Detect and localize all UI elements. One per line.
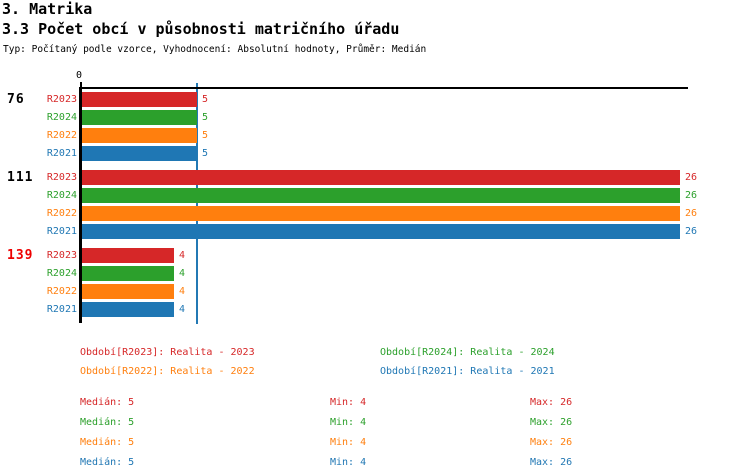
series-row-label-r2024: R2024 (46, 268, 77, 279)
median-line (196, 83, 198, 324)
bar-r2023-group-139 (82, 248, 174, 263)
x-axis-line (79, 87, 688, 89)
bar-r2023-group-111 (82, 170, 680, 185)
series-row-label-r2023: R2023 (46, 172, 77, 183)
bar-value-label: 5 (202, 148, 209, 159)
bar-value-label: 4 (179, 304, 186, 315)
bar-value-label: 26 (685, 190, 698, 201)
group-label-76: 76 (7, 92, 25, 107)
bar-value-label: 26 (685, 226, 698, 237)
series-row-label-r2022: R2022 (46, 130, 77, 141)
series-row-label-r2023: R2023 (46, 250, 77, 261)
bar-r2021-group-76 (82, 146, 197, 161)
legend-item-r2024: Období[R2024]: Realita - 2024 (380, 347, 555, 358)
group-label-139: 139 (7, 248, 34, 263)
stat-min: Min: 4 (330, 457, 367, 468)
stats-row-r2024: Medián: 5 Min: 4 Max: 26 (0, 417, 750, 431)
bar-value-label: 5 (202, 130, 209, 141)
bar-value-label: 5 (202, 94, 209, 105)
stat-max: Max: 26 (530, 397, 573, 408)
bar-value-label: 4 (179, 286, 186, 297)
series-row-label-r2022: R2022 (46, 286, 77, 297)
bar-value-label: 26 (685, 172, 698, 183)
bar-value-label: 5 (202, 112, 209, 123)
bar-r2021-group-111 (82, 224, 680, 239)
bar-r2023-group-76 (82, 92, 197, 107)
stat-min: Min: 4 (330, 417, 367, 428)
series-row-label-r2021: R2021 (46, 304, 77, 315)
chart-meta-line: Typ: Počítaný podle vzorce, Vyhodnocení:… (3, 44, 427, 55)
series-row-label-r2021: R2021 (46, 226, 77, 237)
stat-max: Max: 26 (530, 457, 573, 468)
bar-r2024-group-111 (82, 188, 680, 203)
series-row-label-r2024: R2024 (46, 190, 77, 201)
bar-value-label: 26 (685, 208, 698, 219)
stat-max: Max: 26 (530, 437, 573, 448)
bar-r2024-group-139 (82, 266, 174, 281)
x-axis-zero-tick (80, 82, 82, 87)
bar-value-label: 4 (179, 268, 186, 279)
bar-r2021-group-139 (82, 302, 174, 317)
series-row-label-r2023: R2023 (46, 94, 77, 105)
series-row-label-r2021: R2021 (46, 148, 77, 159)
y-axis-line (79, 87, 82, 323)
legend-item-r2022: Období[R2022]: Realita - 2022 (80, 366, 255, 377)
legend-item-r2023: Období[R2023]: Realita - 2023 (80, 347, 255, 358)
stat-median: Medián: 5 (80, 457, 135, 468)
stat-median: Medián: 5 (80, 437, 135, 448)
x-axis-zero-label: 0 (76, 70, 83, 81)
bar-value-label: 4 (179, 250, 186, 261)
legend-item-r2021: Období[R2021]: Realita - 2021 (380, 366, 555, 377)
bar-r2022-group-111 (82, 206, 680, 221)
series-row-label-r2022: R2022 (46, 208, 77, 219)
series-row-label-r2024: R2024 (46, 112, 77, 123)
stat-min: Min: 4 (330, 437, 367, 448)
bar-r2024-group-76 (82, 110, 197, 125)
stat-median: Medián: 5 (80, 417, 135, 428)
group-label-111: 111 (7, 170, 34, 185)
page-title: 3. Matrika (2, 0, 93, 18)
stat-min: Min: 4 (330, 397, 367, 408)
chart-title: 3.3 Počet obcí v působnosti matričního ú… (2, 20, 400, 38)
stats-row-r2022: Medián: 5 Min: 4 Max: 26 (0, 437, 750, 451)
stat-max: Max: 26 (530, 417, 573, 428)
bar-r2022-group-76 (82, 128, 197, 143)
stats-row-r2021: Medián: 5 Min: 4 Max: 26 (0, 457, 750, 471)
stat-median: Medián: 5 (80, 397, 135, 408)
bar-r2022-group-139 (82, 284, 174, 299)
stats-row-r2023: Medián: 5 Min: 4 Max: 26 (0, 397, 750, 411)
